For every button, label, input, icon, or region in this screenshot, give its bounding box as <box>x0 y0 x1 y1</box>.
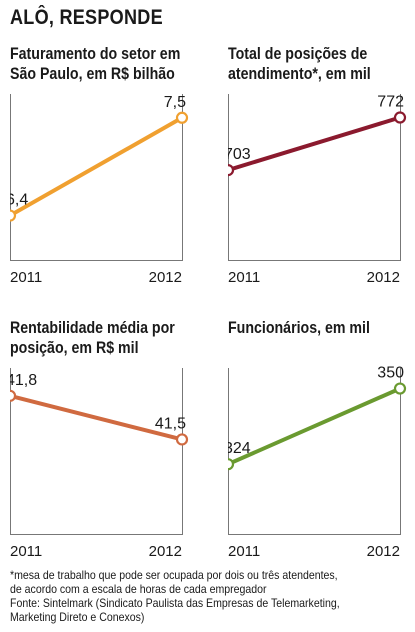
data-point <box>175 111 189 124</box>
series-line <box>228 386 402 467</box>
data-label: 350 <box>377 365 404 382</box>
data-label: 772 <box>377 94 404 111</box>
x-tick-label: 2011 <box>10 269 42 286</box>
data-label: 7,5 <box>164 94 186 111</box>
data-point <box>393 111 407 124</box>
series-line <box>10 393 184 442</box>
chart-title: Faturamento do setor em São Paulo, em R$… <box>10 45 181 83</box>
chart-posicoes: 703 772 2011 2012 Total de posições de aten… <box>228 44 415 334</box>
chart-faturamento: 6,4 7,5 2011 2012 Faturamento do setor em S… <box>10 44 210 334</box>
data-label: 6,4 <box>10 192 28 209</box>
x-tick-label: 2011 <box>10 543 42 560</box>
data-label: 703 <box>228 146 251 163</box>
page-title: ALÔ, RESPONDE <box>10 6 163 29</box>
x-tick-label: 2012 <box>367 543 400 560</box>
data-label: 41,5 <box>155 415 186 432</box>
chart-title: Funcionários, em mil <box>228 319 370 337</box>
x-tick-label: 2012 <box>149 543 182 560</box>
x-tick-label: 2012 <box>149 269 182 286</box>
footnote: de acordo com a escala de horas de cada … <box>10 582 267 596</box>
series-line <box>228 115 402 173</box>
data-point <box>228 458 235 471</box>
chart-plot: 703 772 2011 2012 <box>228 94 407 286</box>
x-tick-label: 2011 <box>228 543 260 560</box>
data-label: 41,8 <box>10 372 37 389</box>
data-point <box>228 163 235 177</box>
data-point <box>10 389 17 402</box>
x-tick-label: 2012 <box>367 269 400 286</box>
series-line <box>10 115 184 218</box>
data-point <box>175 433 189 446</box>
footnote: *mesa de trabalho que pode ser ocupada p… <box>10 568 338 582</box>
data-point <box>393 382 407 395</box>
data-point <box>10 209 17 222</box>
chart-funcionarios: 324 350 2011 2012 Funcionários, em mil <box>228 318 415 608</box>
chart-title: Rentabilidade média por posição, em R$ m… <box>10 319 175 357</box>
source-note: Fonte: Sintelmark (Sindicato Paulista da… <box>10 596 340 610</box>
footnotes: *mesa de trabalho que pode ser ocupada p… <box>10 568 397 624</box>
chart-plot: 324 350 2011 2012 <box>228 365 407 560</box>
source-note: Marketing Direto e Conexos) <box>10 610 145 624</box>
chart-title: Total de posições de atendimento*, em mi… <box>228 45 371 83</box>
chart-plot: 6,4 7,5 2011 2012 <box>10 94 189 286</box>
chart-rentabilidade: 41,8 41,5 2011 2012 Rentabilidade média por… <box>10 318 210 608</box>
chart-plot: 41,8 41,5 2011 2012 <box>10 368 189 560</box>
x-tick-label: 2011 <box>228 269 260 286</box>
data-label: 324 <box>228 440 251 457</box>
